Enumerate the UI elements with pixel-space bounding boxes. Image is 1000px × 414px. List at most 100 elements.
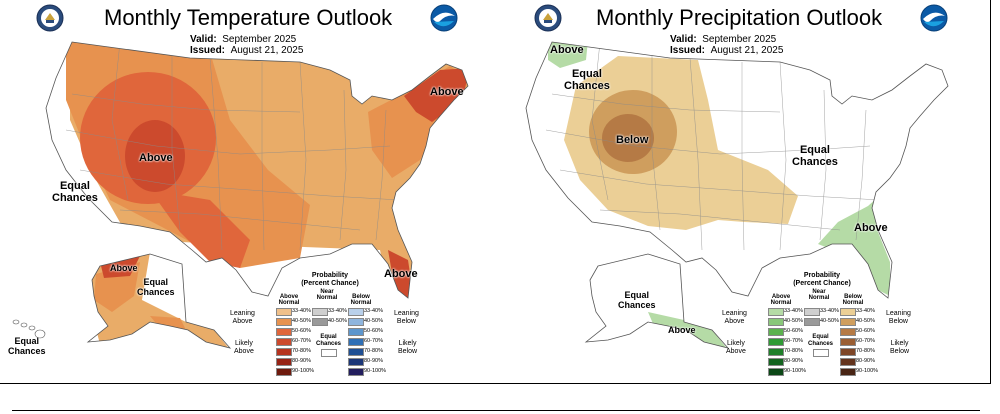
valid-value: September 2025 — [222, 34, 297, 45]
issued-value: August 21, 2025 — [230, 45, 304, 56]
label-ec-ak-line2: Chances — [137, 287, 175, 297]
legend-leaning-below: Leaning Below — [886, 310, 911, 325]
label-ec-ak-line1: Equal — [624, 290, 650, 300]
label-equal-chances-hawaii: Equal Chances — [8, 336, 46, 356]
label-above-northeast: Above — [430, 86, 464, 98]
legend-swatch-below — [840, 338, 856, 346]
legend-swatch-below — [348, 308, 364, 316]
legend-title: Probability (Percent Chance) — [793, 272, 851, 287]
legend-swatch-below — [840, 328, 856, 336]
label-ec-west-line1: Equal — [59, 180, 90, 192]
label-equal-chances-east: Equal Chances — [792, 144, 838, 168]
legend-swatch-label-below: 70-80% — [364, 348, 383, 354]
legend-swatch-above — [276, 338, 292, 346]
legend-swatch-label-near: 33-40% — [820, 308, 839, 314]
legend-title: Probability (Percent Chance) — [301, 272, 359, 287]
legend-swatch-label-above: 80-90% — [292, 358, 311, 364]
legend-swatch-label-below: 60-70% — [364, 338, 383, 344]
legend-swatch-above — [276, 348, 292, 356]
label-equal-chances-alaska: Equal Chances — [618, 290, 656, 310]
label-ec-ak-line2: Chances — [618, 300, 656, 310]
noaa-seal-icon — [36, 4, 64, 32]
label-ec-west-line2: Chances — [52, 192, 98, 204]
valid-value: September 2025 — [702, 34, 777, 45]
legend-swatch-label-below: 70-80% — [856, 348, 875, 354]
legend-likely-above: Likely Above — [234, 340, 254, 355]
valid-label: Valid: — [670, 34, 697, 45]
legend-swatch-label-below: 33-40% — [856, 308, 875, 314]
legend-swatch-below — [840, 308, 856, 316]
label-above-southeast: Above — [854, 222, 888, 234]
legend-likely-below: Likely Below — [890, 340, 910, 355]
footer-divider — [12, 410, 980, 411]
label-equal-chances-northwest: Equal Chances — [564, 68, 610, 92]
legend-swatch-below — [348, 358, 364, 366]
legend-swatch-label-below: 40-50% — [856, 318, 875, 324]
legend-swatch-near — [804, 318, 820, 326]
legend-swatch-below — [840, 358, 856, 366]
legend-above-head: Above Normal — [770, 294, 792, 306]
precipitation-legend: Probability (Percent Chance) Above Normal… — [720, 272, 920, 380]
legend-swatch-label-below: 40-50% — [364, 318, 383, 324]
temperature-title: Monthly Temperature Outlook — [104, 5, 393, 30]
legend-equal-chances: Equal Chances — [316, 334, 341, 357]
legend-swatch-near — [312, 318, 328, 326]
issued-label: Issued: — [190, 45, 226, 56]
label-ec-nw-line2: Chances — [564, 80, 610, 92]
legend-likely-above: Likely Above — [726, 340, 746, 355]
legend-swatch-label-below: 50-60% — [364, 328, 383, 334]
legend-swatch-above — [768, 368, 784, 376]
label-equal-chances-west: Equal Chances — [52, 180, 98, 204]
legend-swatch-label-above: 90-100% — [292, 368, 315, 374]
legend-leaning-below: Leaning Below — [394, 310, 419, 325]
legend-swatch-label-above: 60-70% — [292, 338, 311, 344]
label-ec-ak-line1: Equal — [143, 277, 169, 287]
label-below-west: Below — [616, 134, 649, 146]
noaa-seal-icon — [534, 4, 562, 32]
legend-swatch-near — [804, 308, 820, 316]
legend-swatch-above — [276, 328, 292, 336]
legend-swatch-above — [276, 308, 292, 316]
legend-swatch-below — [348, 368, 364, 376]
legend-equal-chances: Equal Chances — [808, 334, 833, 357]
legend-swatch-label-above: 40-50% — [292, 318, 311, 324]
legend-swatch-below — [348, 318, 364, 326]
legend-above-head: Above Normal — [278, 294, 300, 306]
label-above-florida: Above — [384, 268, 418, 280]
label-above-west: Above — [139, 152, 173, 164]
label-above-alaska: Above — [668, 325, 696, 335]
legend-swatch-label-below: 90-100% — [364, 368, 387, 374]
precipitation-title: Monthly Precipitation Outlook — [596, 5, 883, 30]
label-ec-hi-line2: Chances — [8, 346, 46, 356]
legend-swatch-below — [348, 338, 364, 346]
frame-right-border — [990, 0, 991, 384]
label-equal-chances-alaska: Equal Chances — [137, 277, 175, 297]
legend-below-head: Below Normal — [350, 294, 372, 306]
legend-swatch-label-near: 40-50% — [820, 318, 839, 324]
temperature-outlook-panel: Monthly Temperature Outlook Valid: Septe… — [0, 0, 496, 384]
legend-swatch-label-near: 33-40% — [328, 308, 347, 314]
legend-below-head: Below Normal — [842, 294, 864, 306]
legend-swatch-label-below: 33-40% — [364, 308, 383, 314]
temperature-legend: Probability (Percent Chance) Above Normal… — [228, 272, 428, 380]
legend-swatch-label-below: 60-70% — [856, 338, 875, 344]
frame-bottom-border — [0, 383, 991, 384]
legend-swatch-label-near: 40-50% — [328, 318, 347, 324]
precipitation-outlook-panel: Monthly Precipitation Outlook Valid: Sep… — [498, 0, 994, 384]
legend-swatch-above — [768, 318, 784, 326]
legend-swatch-label-above: 50-60% — [292, 328, 311, 334]
legend-swatch-above — [276, 318, 292, 326]
issued-label: Issued: — [670, 45, 706, 56]
issued-value: August 21, 2025 — [710, 45, 784, 56]
legend-swatch-above — [276, 368, 292, 376]
label-above-northwest: Above — [550, 44, 584, 56]
noaa-bird-icon — [920, 4, 948, 32]
legend-swatch-above — [768, 338, 784, 346]
label-ec-east-line1: Equal — [799, 144, 830, 156]
legend-swatch-label-above: 70-80% — [784, 348, 803, 354]
legend-swatch-below — [840, 318, 856, 326]
legend-swatch-near — [312, 308, 328, 316]
label-ec-hi-line1: Equal — [14, 336, 40, 346]
legend-swatch-label-above: 33-40% — [784, 308, 803, 314]
precipitation-valid-issued: Valid: September 2025 Issued: August 21,… — [670, 34, 783, 56]
